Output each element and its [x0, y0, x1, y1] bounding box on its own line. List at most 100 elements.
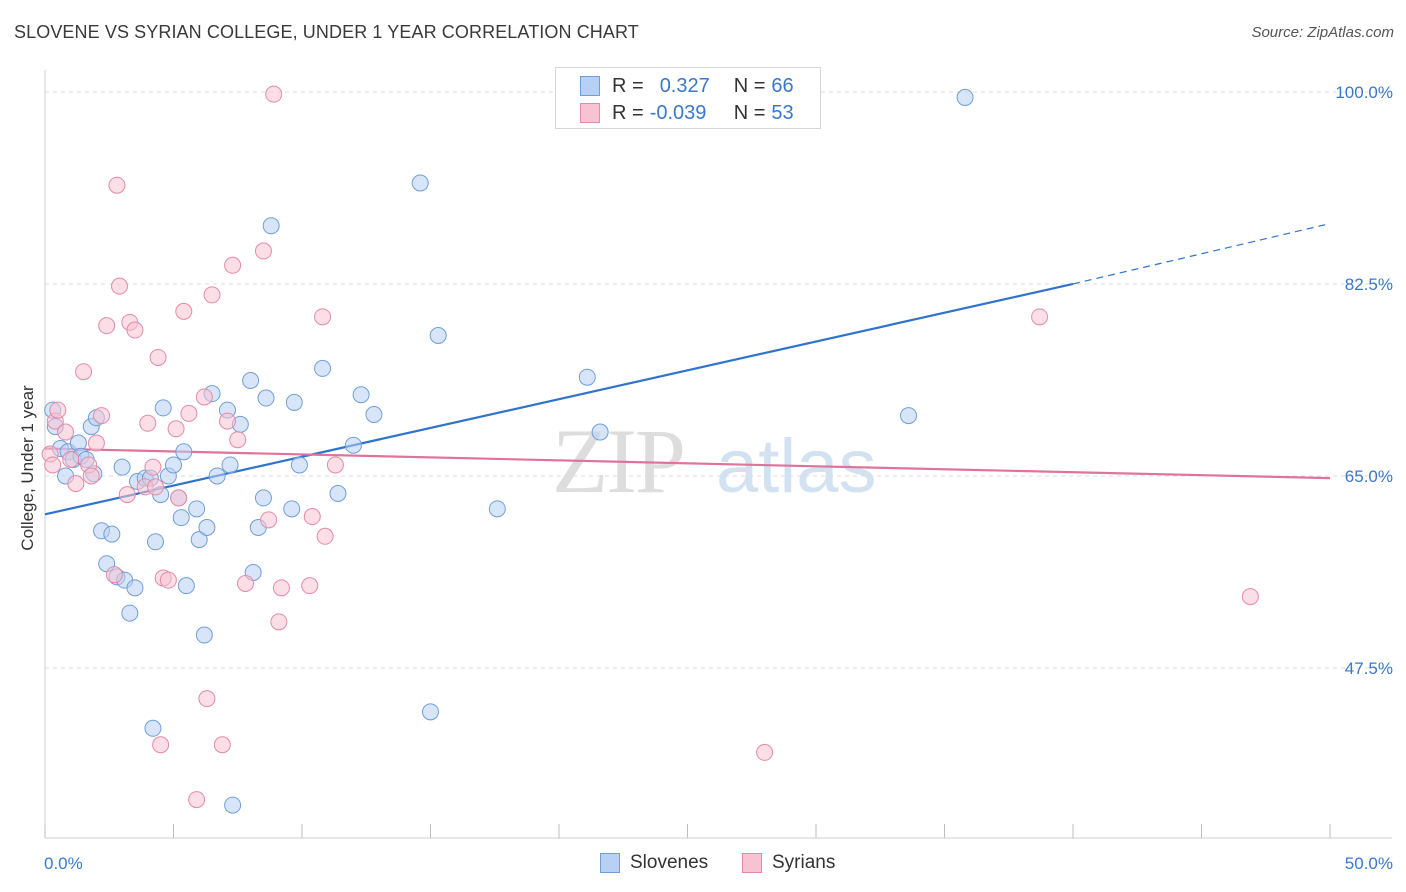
syrian-point	[218, 412, 236, 430]
slovene-point	[113, 458, 131, 476]
syrian-point	[98, 317, 116, 335]
syrian-point	[265, 85, 283, 103]
syrian-point	[75, 363, 93, 381]
slovene-point	[177, 577, 195, 595]
syrian-point	[147, 478, 165, 496]
y-tick-label: 47.5%	[1345, 659, 1393, 678]
syrians-swatch	[580, 103, 600, 123]
syrian-point	[57, 423, 75, 441]
syrian-point	[139, 414, 157, 432]
syrian-point	[272, 579, 290, 597]
slovenes-swatch	[600, 853, 620, 873]
slovene-point	[165, 456, 182, 474]
x-tick-label: 0.0%	[44, 854, 83, 873]
slovene-point	[411, 174, 429, 192]
slovene-point	[329, 484, 347, 502]
slovene-point	[221, 456, 239, 474]
n-value: 53	[771, 101, 794, 124]
syrian-point	[149, 348, 167, 366]
slovene-point	[900, 407, 918, 425]
slovene-point	[103, 525, 121, 543]
syrian-point	[260, 511, 278, 529]
slovene-point	[488, 500, 506, 518]
r-value: 0.327	[659, 74, 710, 97]
syrian-point	[180, 404, 198, 422]
legend-item-syrians: Syrians	[742, 852, 835, 874]
slovenes-swatch	[580, 76, 600, 96]
syrian-point	[87, 434, 105, 452]
slovene-point	[126, 579, 144, 597]
syrian-point	[67, 475, 85, 493]
syrian-point	[195, 388, 213, 406]
syrian-point	[82, 467, 100, 485]
data-points	[41, 85, 1259, 814]
syrian-point	[159, 571, 177, 589]
slovene-point	[224, 796, 242, 814]
syrian-point	[203, 286, 221, 304]
chart-title: SLOVENE VS SYRIAN COLLEGE, UNDER 1 YEAR …	[14, 22, 639, 42]
syrian-point	[108, 176, 126, 194]
x-tick-label: 50.0%	[1345, 854, 1393, 873]
stats-legend-row-syrians: R = -0.039 N = 53	[580, 101, 794, 125]
slovene-point	[188, 500, 206, 518]
slovene-point	[314, 359, 332, 377]
slovene-point	[154, 399, 172, 417]
syrian-point	[188, 791, 206, 809]
source-note: Source: ZipAtlas.com	[1251, 24, 1394, 41]
syrian-point	[44, 456, 62, 474]
slovene-point	[285, 393, 303, 411]
syrian-point	[303, 508, 321, 526]
slovene-point	[190, 531, 208, 549]
slovene-point	[172, 509, 190, 527]
n-label: N =	[733, 74, 766, 97]
slovene-point	[365, 406, 383, 424]
slovene-point	[283, 500, 301, 518]
tick-labels: 47.5% 65.0% 82.5% 100.0% 0.0% 50.0%	[44, 83, 1393, 873]
syrian-point	[198, 690, 216, 708]
syrian-point	[170, 489, 188, 507]
slovene-point	[208, 467, 226, 485]
syrian-point	[93, 407, 111, 425]
syrian-point	[175, 302, 193, 320]
syrian-point	[62, 450, 80, 468]
syrians-trend-line	[44, 447, 1331, 480]
syrian-point	[105, 566, 123, 584]
slovene-point	[242, 371, 260, 389]
syrian-point	[118, 486, 136, 504]
syrian-point	[49, 401, 67, 419]
stats-legend-row-slovenes: R = 0.327 N = 66	[580, 74, 794, 98]
syrian-point	[111, 277, 129, 295]
legend-label-syrians: Syrians	[772, 852, 836, 873]
syrian-point	[270, 613, 288, 631]
syrian-point	[1031, 308, 1049, 326]
r-value: -0.039	[649, 101, 707, 124]
slovene-point	[144, 719, 162, 737]
y-tick-label: 82.5%	[1345, 275, 1393, 294]
syrian-point	[213, 736, 231, 754]
slovene-point	[257, 389, 275, 407]
syrian-point	[126, 321, 144, 339]
syrian-point	[167, 420, 185, 438]
r-label: R =	[612, 101, 644, 124]
slovene-point	[121, 604, 139, 622]
slovene-point	[956, 88, 974, 106]
slovene-point	[262, 217, 280, 235]
slovene-point	[147, 533, 165, 551]
syrian-point	[326, 456, 344, 474]
slovene-point	[344, 436, 362, 454]
stats-legend: R = 0.327 N = 66 R = -0.039 N = 53	[555, 67, 821, 129]
slovenes-trend-extension	[1072, 223, 1331, 285]
y-tick-label: 65.0%	[1345, 467, 1393, 486]
legend-label-slovenes: Slovenes	[630, 852, 709, 873]
syrian-point	[316, 527, 334, 545]
series-legend: Slovenes Syrians	[0, 852, 1406, 876]
syrian-point	[152, 736, 170, 754]
syrian-point	[301, 577, 319, 595]
slovene-point	[195, 626, 213, 644]
slovene-point	[198, 519, 216, 537]
slovene-point	[175, 443, 193, 461]
legend-item-slovenes: Slovenes	[600, 852, 708, 874]
syrian-point	[1241, 588, 1259, 606]
slovene-point	[352, 386, 370, 404]
